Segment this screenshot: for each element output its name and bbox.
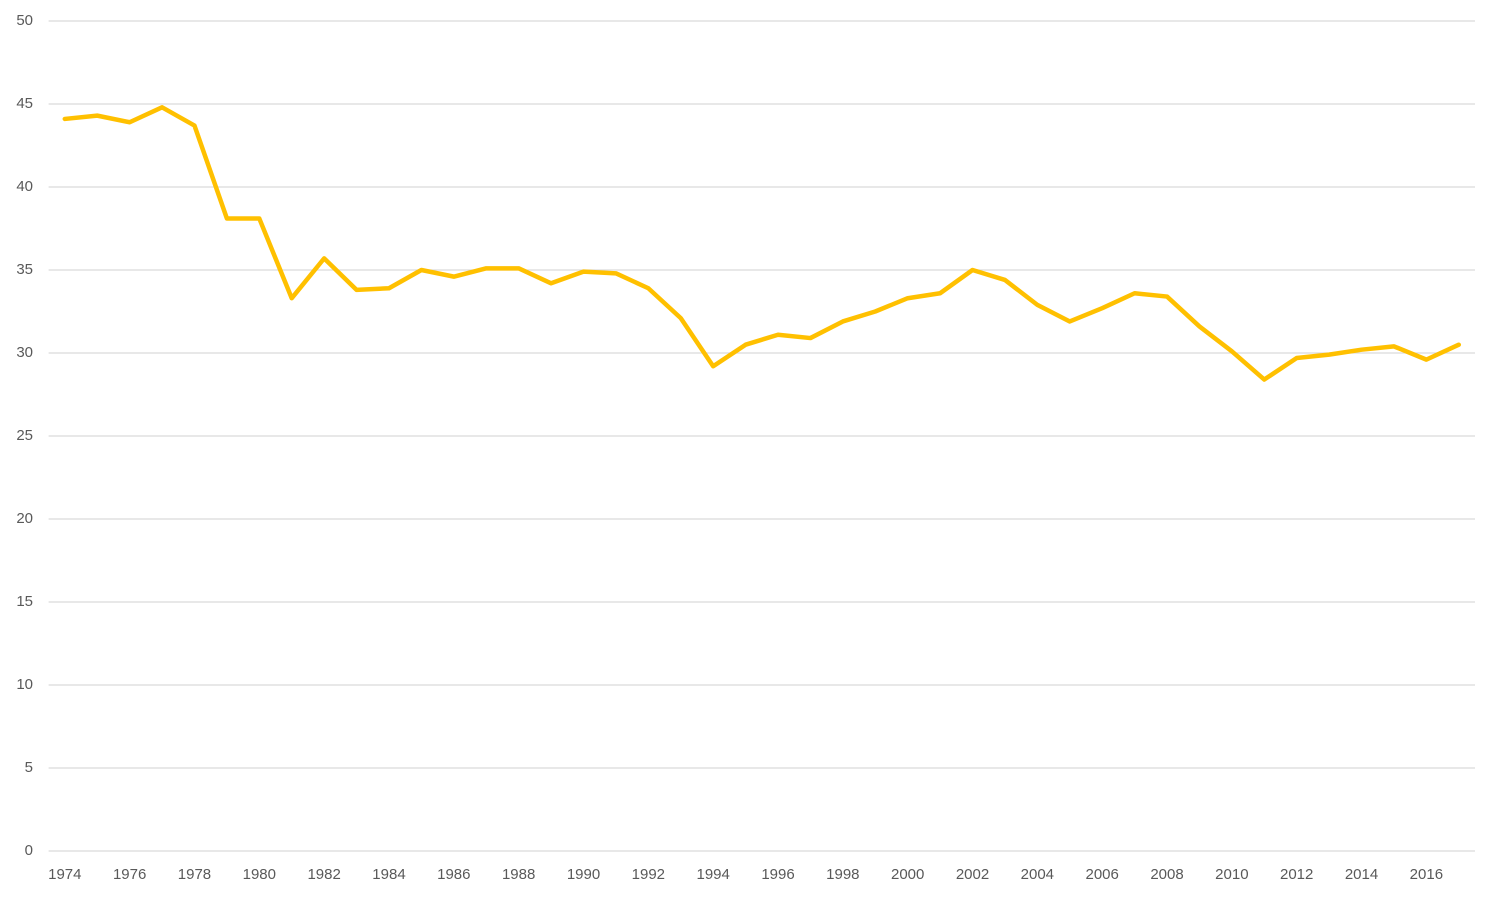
x-tick-label: 1998 bbox=[826, 866, 859, 883]
y-tick-label: 0 bbox=[25, 842, 33, 859]
x-tick-label: 2008 bbox=[1150, 866, 1183, 883]
x-tick-label: 2004 bbox=[1021, 866, 1054, 883]
x-tick-label: 1976 bbox=[113, 866, 146, 883]
x-tick-label: 2000 bbox=[891, 866, 924, 883]
x-tick-label: 1984 bbox=[372, 866, 405, 883]
y-tick-label: 35 bbox=[16, 261, 33, 278]
x-tick-label: 2014 bbox=[1345, 866, 1378, 883]
y-tick-label: 15 bbox=[16, 593, 33, 610]
y-tick-label: 45 bbox=[16, 95, 33, 112]
x-tick-label: 2016 bbox=[1410, 866, 1443, 883]
x-tick-label: 1992 bbox=[632, 866, 665, 883]
x-tick-label: 1978 bbox=[178, 866, 211, 883]
y-tick-label: 40 bbox=[16, 178, 33, 195]
x-tick-label: 2010 bbox=[1215, 866, 1248, 883]
x-tick-label: 1994 bbox=[696, 866, 729, 883]
y-tick-label: 20 bbox=[16, 510, 33, 527]
x-tick-label: 1996 bbox=[761, 866, 794, 883]
y-tick-label: 25 bbox=[16, 427, 33, 444]
x-tick-label: 1974 bbox=[48, 866, 81, 883]
x-tick-label: 1982 bbox=[307, 866, 340, 883]
x-tick-label: 1986 bbox=[437, 866, 470, 883]
x-tick-label: 1988 bbox=[502, 866, 535, 883]
y-tick-label: 10 bbox=[16, 676, 33, 693]
data-line bbox=[62, 105, 1462, 382]
x-tick-label: 2012 bbox=[1280, 866, 1313, 883]
y-tick-label: 5 bbox=[25, 759, 33, 776]
y-tick-label: 30 bbox=[16, 344, 33, 361]
x-tick-label: 2002 bbox=[956, 866, 989, 883]
y-tick-label: 50 bbox=[16, 12, 33, 29]
x-tick-label: 1990 bbox=[567, 866, 600, 883]
x-tick-label: 1980 bbox=[243, 866, 276, 883]
x-tick-label: 2006 bbox=[1086, 866, 1119, 883]
